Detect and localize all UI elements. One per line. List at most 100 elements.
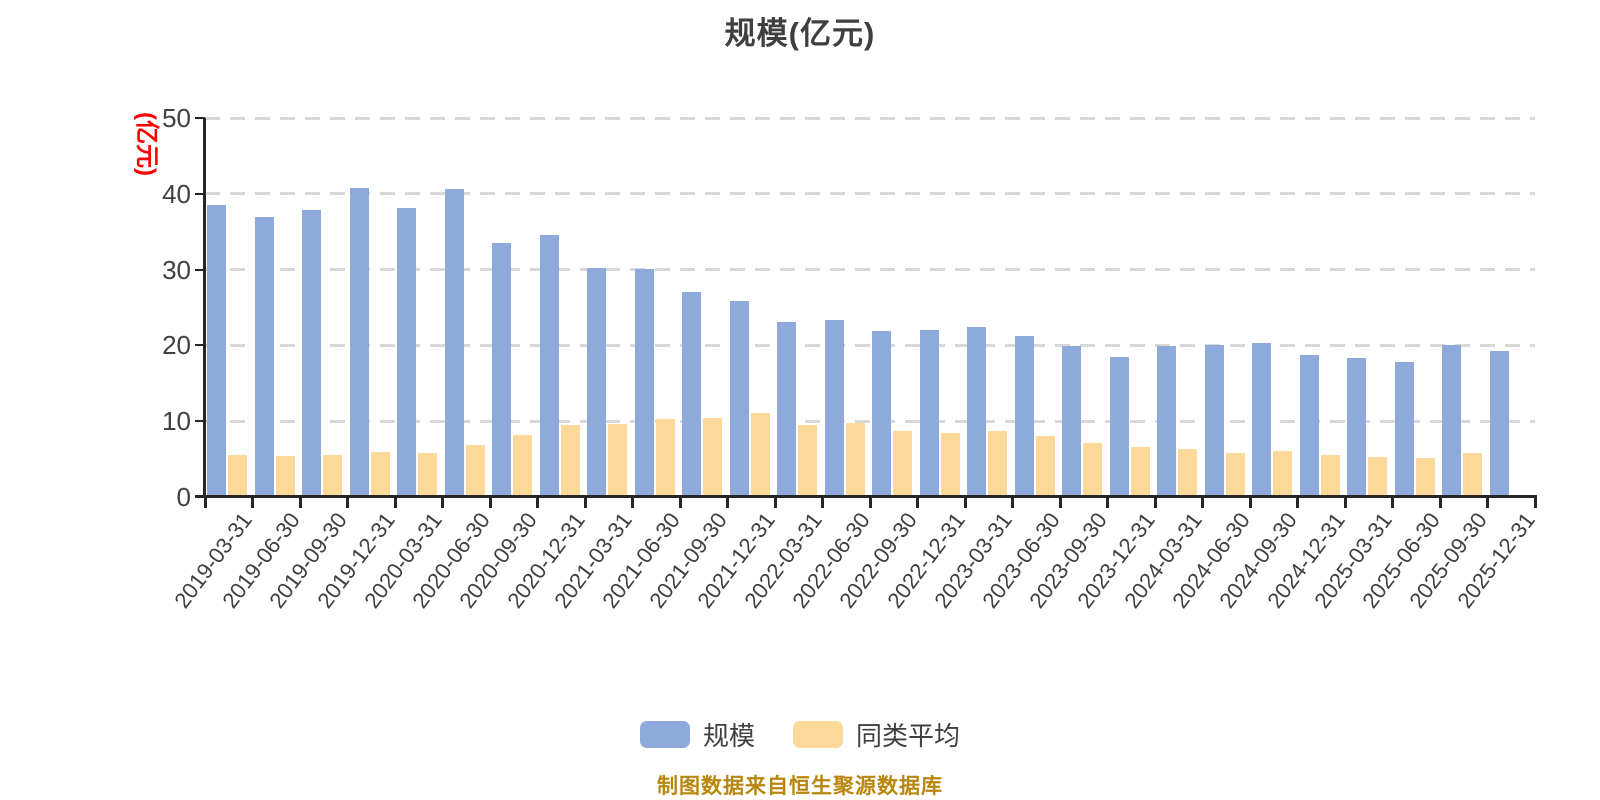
x-tick-mark	[536, 498, 539, 508]
average-bar	[703, 418, 722, 497]
average-bar	[465, 444, 485, 497]
y-tick-mark	[195, 420, 205, 423]
y-tick-label: 50	[162, 103, 191, 133]
x-tick-mark	[488, 498, 492, 508]
x-tick-mark	[1533, 498, 1537, 508]
average-bar	[1178, 449, 1197, 497]
average-bar	[370, 452, 390, 497]
scale-bar	[302, 209, 321, 497]
y-tick-label: 30	[162, 254, 191, 285]
scale-bar	[207, 205, 226, 497]
average-bar	[1320, 454, 1340, 497]
scale-bar	[397, 208, 416, 497]
average-bar	[513, 434, 532, 497]
y-tick-label: 0	[176, 482, 191, 512]
scale-bar	[1489, 350, 1509, 497]
x-tick-mark	[916, 498, 919, 508]
y-tick-label: 20	[162, 330, 191, 361]
x-tick-mark	[1391, 498, 1394, 508]
legend-item-average: 同类平均	[793, 716, 960, 753]
scale-bar	[872, 330, 891, 497]
average-bar	[655, 418, 675, 497]
x-tick-mark	[1486, 498, 1489, 508]
average-bar	[1035, 436, 1055, 497]
scale-bar	[349, 188, 369, 497]
x-tick-mark	[1343, 498, 1347, 508]
legend: 规模 同类平均	[0, 716, 1600, 753]
y-tick-mark	[195, 117, 205, 119]
data-source-note: 制图数据来自恒生聚源数据库	[657, 775, 943, 798]
average-bar	[1463, 453, 1482, 497]
scale-bar	[777, 321, 796, 497]
scale-bar	[1299, 355, 1319, 497]
scale-bar	[729, 301, 749, 497]
x-tick-mark	[1011, 498, 1014, 508]
gridline	[205, 419, 1535, 423]
x-tick-mark	[821, 498, 824, 508]
x-tick-mark	[441, 498, 444, 508]
x-tick-mark	[583, 498, 587, 508]
average-bar	[845, 423, 865, 497]
x-tick-mark	[298, 498, 302, 508]
legend-item-scale: 规模	[639, 716, 755, 753]
scale-bar	[824, 319, 844, 497]
average-bar	[560, 424, 580, 497]
legend-label-scale: 规模	[702, 721, 755, 751]
x-tick-mark	[868, 498, 872, 508]
chart-title: 规模(亿元)	[724, 16, 876, 51]
average-bar	[988, 431, 1007, 497]
average-bar	[893, 431, 912, 497]
gridline	[205, 192, 1535, 196]
x-tick-mark	[393, 498, 397, 508]
scale-bar	[1062, 346, 1081, 497]
x-tick-mark	[1201, 498, 1204, 508]
y-axis-line	[203, 118, 206, 497]
y-tick-mark	[195, 192, 205, 195]
x-tick-mark	[346, 498, 349, 508]
x-tick-mark	[1058, 498, 1062, 508]
scale-bar	[539, 234, 559, 497]
x-tick-mark	[1296, 498, 1299, 508]
x-tick-mark	[1106, 498, 1109, 508]
scale-bar	[492, 243, 511, 497]
scale-bar	[1252, 343, 1271, 497]
scale-bar	[634, 268, 654, 497]
scale-bar	[682, 291, 701, 497]
x-tick-mark	[773, 498, 777, 508]
y-tick-mark	[195, 268, 205, 271]
average-bar	[1130, 446, 1150, 497]
average-bar	[323, 454, 342, 497]
scale-bar	[1014, 335, 1034, 497]
scale-bar	[1109, 356, 1129, 497]
gridline	[205, 268, 1535, 272]
average-bar	[1273, 450, 1292, 497]
x-tick-mark	[203, 498, 207, 508]
x-tick-mark	[963, 498, 967, 508]
average-bar	[1225, 453, 1245, 497]
average-bar	[608, 424, 627, 497]
scale-bar	[967, 327, 986, 497]
scale-bar	[444, 189, 464, 497]
scale-bar	[1347, 358, 1366, 497]
average-bar	[940, 433, 960, 497]
average-bar	[1368, 456, 1387, 497]
scale-bar	[1394, 362, 1414, 497]
y-tick-label: 10	[162, 406, 191, 437]
average-bar	[750, 412, 770, 497]
average-bar	[1415, 457, 1435, 497]
legend-label-average: 同类平均	[856, 721, 961, 751]
average-bar	[1083, 443, 1102, 497]
scale-bar	[1442, 345, 1461, 497]
x-tick-mark	[631, 498, 634, 508]
average-bar	[798, 424, 817, 497]
x-tick-mark	[1438, 498, 1442, 508]
average-bar	[228, 455, 247, 497]
scale-bar	[587, 268, 606, 497]
average-bar	[418, 453, 437, 497]
x-tick-mark	[251, 498, 254, 508]
scale-bar	[919, 330, 939, 497]
gridline	[205, 116, 1535, 120]
average-bar	[275, 456, 295, 497]
x-tick-mark	[678, 498, 682, 508]
